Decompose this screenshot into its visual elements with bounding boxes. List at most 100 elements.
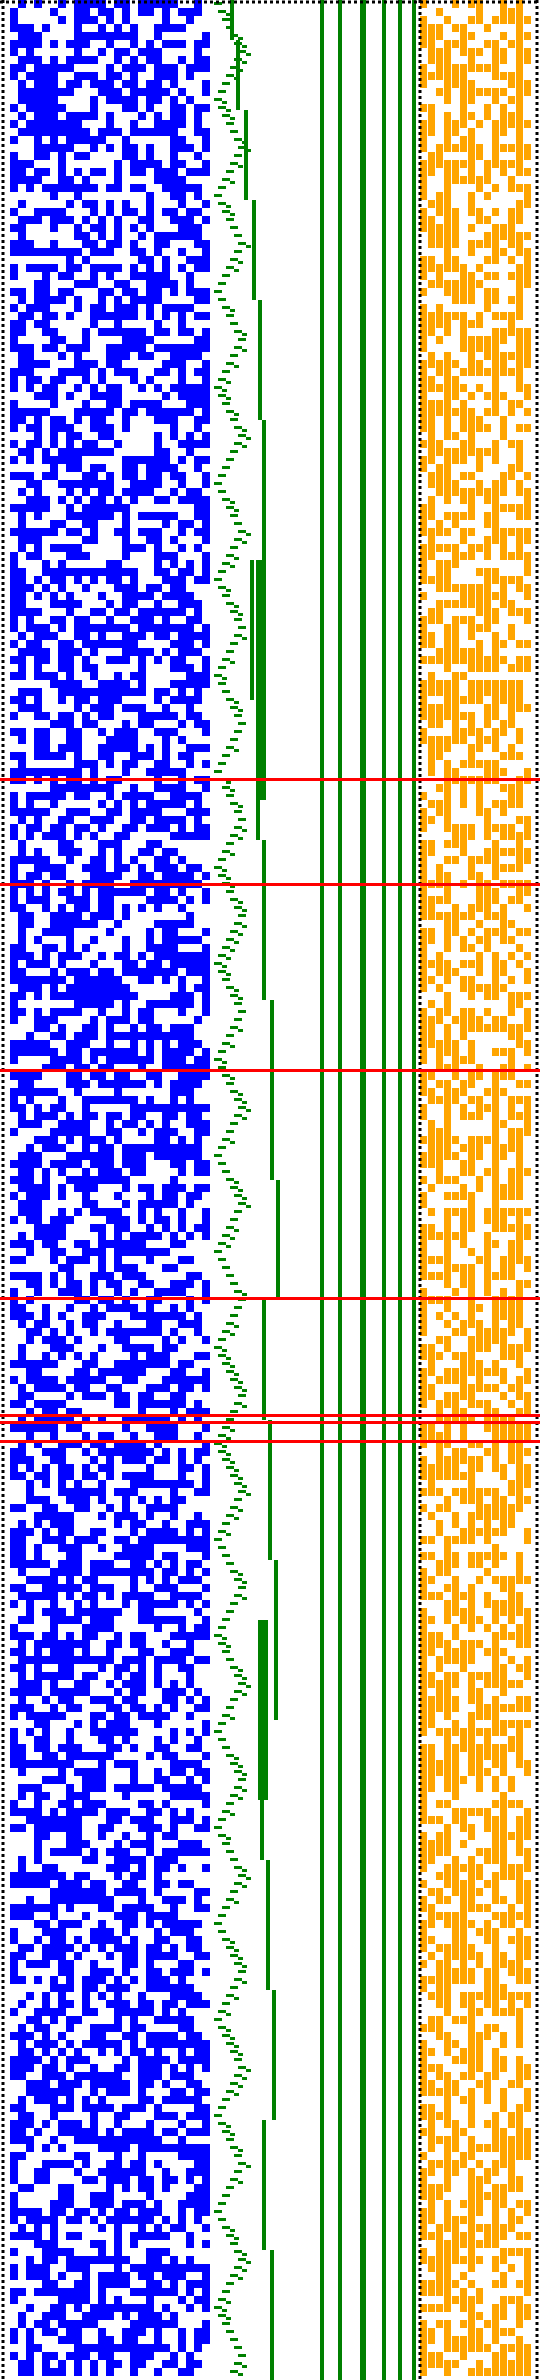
blue-cell (194, 240, 210, 248)
orange-cell (436, 200, 443, 208)
orange-cell (516, 1432, 523, 1440)
orange-cell (452, 1264, 459, 1272)
blue-cell (58, 2272, 66, 2280)
orange-cell (508, 1416, 515, 1424)
orange-cell (484, 568, 491, 576)
orange-cell (516, 1744, 523, 1752)
blue-cell (10, 40, 42, 48)
blue-cell (18, 2096, 26, 2104)
blue-cell (202, 1464, 210, 1472)
orange-cell (484, 936, 491, 944)
blue-cell (178, 1008, 186, 1016)
orange-cell (508, 112, 515, 120)
green-step-cell (234, 557, 239, 560)
green-step-cell (222, 1234, 230, 1237)
green-step-cell (230, 885, 235, 888)
orange-cell (468, 1992, 475, 2000)
blue-cell (106, 472, 114, 480)
blue-cell (186, 1728, 194, 1736)
orange-cell (444, 1944, 451, 1952)
orange-cell (524, 192, 531, 200)
orange-cell (452, 408, 459, 416)
blue-cell (10, 832, 18, 840)
orange-cell (420, 328, 427, 336)
orange-cell (476, 592, 483, 600)
orange-cell (476, 0, 483, 8)
orange-cell (452, 1552, 459, 1560)
blue-cell (178, 224, 202, 232)
blue-cell (130, 2368, 138, 2376)
orange-cell (500, 1632, 507, 1640)
green-step-cell (222, 1330, 230, 1333)
green-step-cell (222, 370, 230, 373)
blue-cell (194, 1904, 210, 1912)
orange-cell (524, 2256, 531, 2264)
orange-cell (428, 424, 435, 432)
orange-cell (460, 496, 467, 504)
green-step-cell (226, 1322, 234, 1325)
orange-cell (444, 1896, 451, 1904)
orange-cell (444, 48, 451, 56)
blue-cell (66, 528, 82, 536)
orange-cell (492, 2264, 499, 2272)
blue-cell (170, 1816, 194, 1824)
orange-cell (468, 2096, 475, 2104)
orange-cell (500, 360, 507, 368)
blue-cell (202, 568, 210, 576)
orange-cell (436, 1680, 443, 1688)
blue-cell (114, 1840, 122, 1848)
blue-cell (10, 1928, 18, 1936)
orange-cell (428, 1552, 435, 1560)
blue-cell (74, 2048, 82, 2056)
orange-cell (500, 2272, 507, 2280)
orange-cell (492, 496, 499, 504)
orange-cell (508, 2264, 515, 2272)
orange-cell (492, 240, 499, 248)
blue-cell (42, 2064, 58, 2072)
orange-cell (508, 352, 515, 360)
blue-cell (202, 1288, 210, 1296)
orange-cell (524, 1496, 531, 1504)
blue-cell (106, 400, 122, 408)
orange-cell (444, 1752, 451, 1760)
orange-cell (492, 1888, 499, 1896)
orange-cell (516, 1168, 523, 1176)
orange-cell (524, 1048, 531, 1056)
orange-cell (516, 2152, 523, 2160)
green-step-cell (226, 2138, 234, 2141)
orange-cell (524, 48, 531, 56)
orange-cell (484, 2032, 491, 2040)
orange-cell (452, 296, 459, 304)
orange-cell (420, 1384, 427, 1392)
orange-cell (484, 304, 491, 312)
blue-cell (202, 1472, 210, 1480)
orange-cell (468, 1880, 475, 1888)
blue-cell (58, 2192, 74, 2200)
orange-cell (428, 1360, 435, 1368)
blue-cell (146, 768, 186, 776)
green-step-cell (218, 858, 226, 861)
blue-cell (34, 1856, 42, 1864)
green-step-cell (230, 1237, 235, 1240)
orange-cell (420, 216, 427, 224)
blue-cell (170, 656, 186, 664)
orange-cell (468, 648, 475, 656)
green-step-cell (234, 138, 242, 141)
orange-cell (476, 2048, 483, 2056)
blue-cell (42, 1336, 66, 1344)
orange-cell (452, 1784, 459, 1792)
orange-cell (428, 1848, 435, 1856)
orange-cell (444, 40, 451, 48)
orange-cell (452, 904, 459, 912)
orange-cell (492, 1240, 499, 1248)
blue-cell (146, 208, 154, 216)
blue-cell (170, 1392, 186, 1400)
orange-cell (508, 216, 515, 224)
orange-cell (468, 664, 475, 672)
blue-cell (170, 1792, 210, 1800)
orange-cell (420, 1032, 427, 1040)
orange-cell (468, 1536, 475, 1544)
orange-cell (444, 160, 451, 168)
blue-cell (50, 40, 58, 48)
orange-cell (484, 576, 491, 584)
